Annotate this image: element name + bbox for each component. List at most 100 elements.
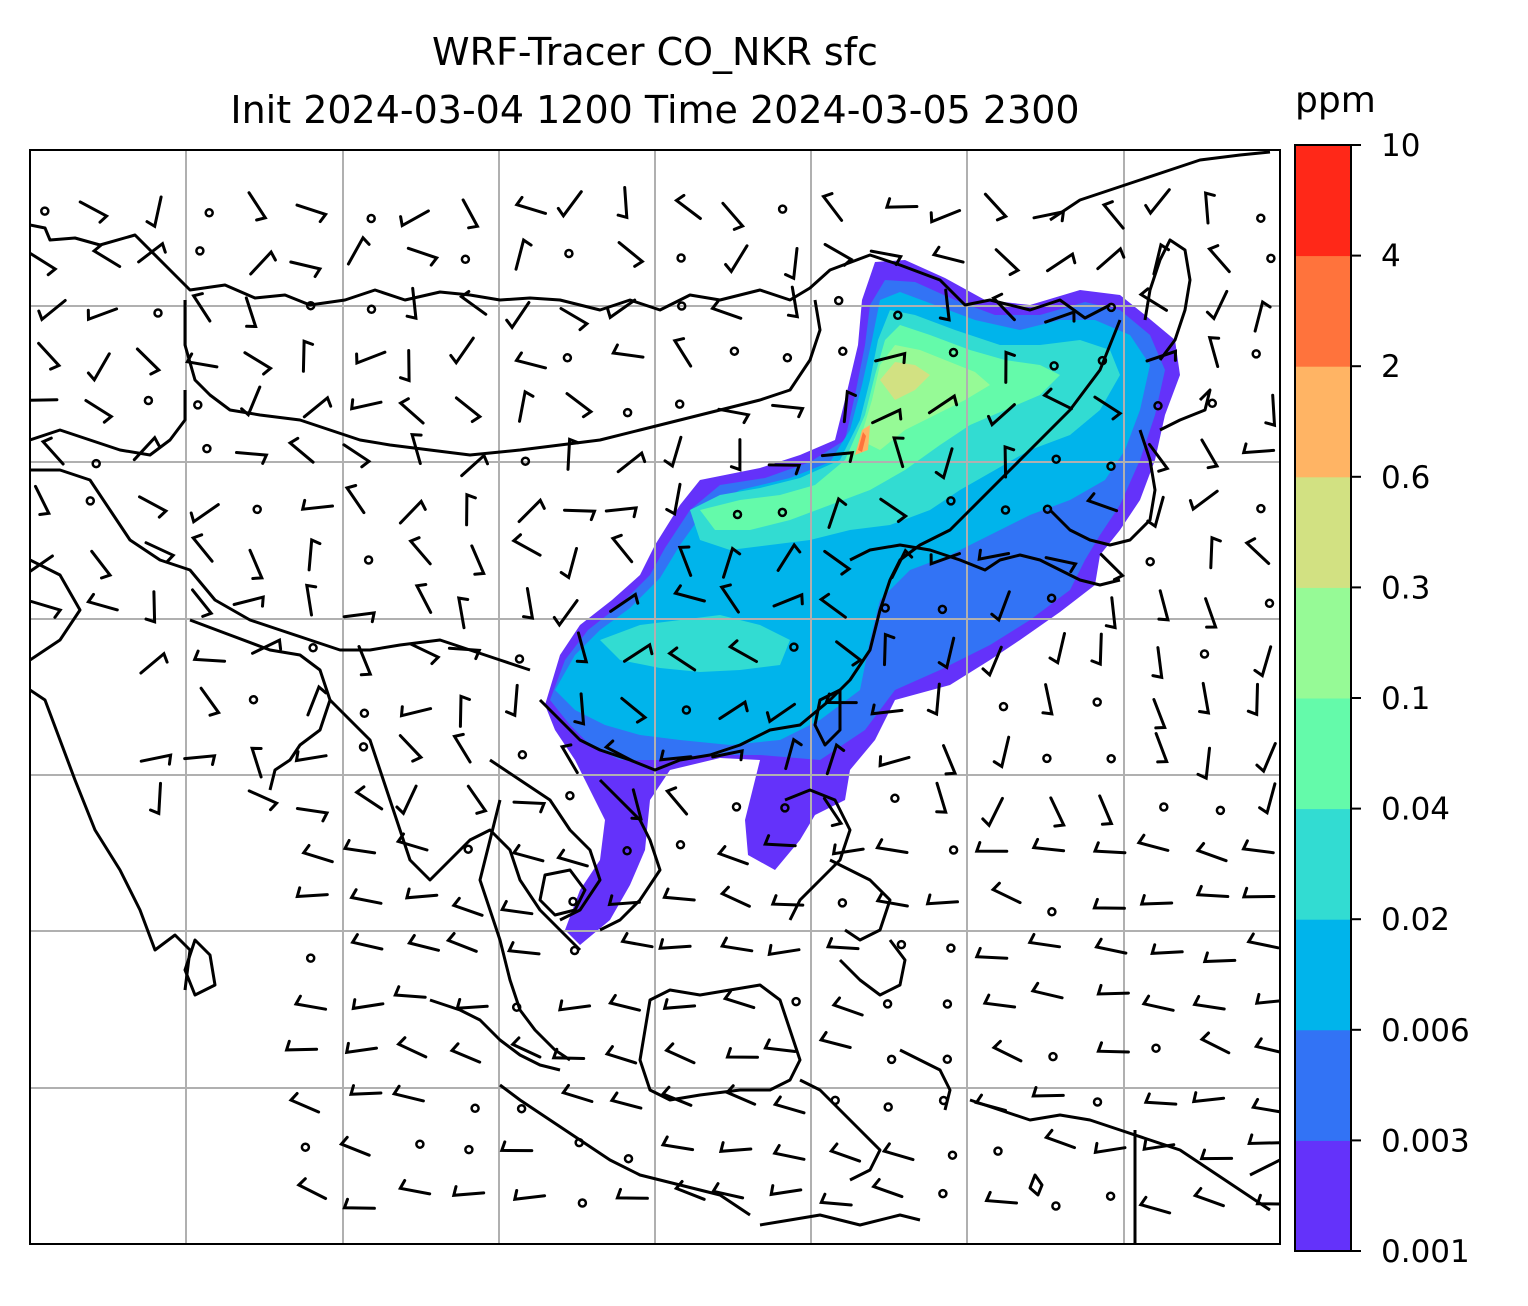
- wind-barb: [1093, 395, 1123, 421]
- wind-barb: [722, 989, 756, 1010]
- wind-barb: [673, 193, 702, 220]
- wind-barb: [449, 1042, 482, 1064]
- calm-wind-circle: [193, 400, 203, 410]
- wind-barb: [505, 301, 531, 330]
- wind-barb: [658, 938, 692, 950]
- calm-wind-circle: [1153, 401, 1163, 411]
- wind-barb: [518, 389, 535, 423]
- wind-barb: [727, 639, 758, 663]
- wind-barb: [145, 195, 163, 229]
- wind-barb: [609, 1091, 643, 1110]
- wind-barb: [149, 781, 162, 816]
- colorbar-tick-label: 10: [1381, 128, 1420, 164]
- wind-barb: [1244, 537, 1271, 565]
- wind-barb: [724, 244, 749, 274]
- wind-barb: [139, 651, 169, 675]
- wind-barb: [300, 498, 334, 511]
- wind-barb: [825, 937, 860, 951]
- wind-barb: [875, 891, 909, 908]
- calm-wind-circle: [777, 507, 788, 518]
- wind-barb: [610, 533, 634, 564]
- wind-barb: [295, 807, 330, 823]
- colorbar-swatch: [1295, 698, 1351, 810]
- calm-wind-circle: [789, 642, 799, 652]
- calm-wind-circle: [777, 204, 788, 214]
- wind-barb: [823, 242, 854, 267]
- wind-barb: [835, 640, 863, 667]
- wind-barb: [289, 260, 323, 278]
- calm-wind-circles: [40, 204, 1276, 1211]
- calm-wind-circle: [514, 654, 525, 664]
- wind-barb: [244, 296, 258, 329]
- wind-barb: [721, 201, 746, 231]
- wind-barb: [1146, 495, 1165, 529]
- calm-wind-circle: [464, 1144, 474, 1155]
- calm-wind-circle: [1251, 349, 1261, 359]
- wind-barb: [410, 432, 423, 465]
- wind-barb: [1247, 1133, 1280, 1146]
- calm-wind-circle: [1207, 398, 1218, 409]
- wind-barb: [510, 1036, 542, 1059]
- wind-barb: [871, 1178, 904, 1199]
- wind-barb: [1246, 932, 1280, 950]
- wind-barb: [890, 548, 914, 580]
- wind-barb: [307, 537, 322, 572]
- wind-barb: [405, 286, 418, 321]
- calm-wind-circle: [1042, 753, 1052, 764]
- calm-wind-circle: [676, 253, 686, 263]
- tracer-layer-0.3: [880, 362, 930, 400]
- wind-barb: [30, 251, 58, 277]
- calm-wind-circle: [308, 643, 318, 653]
- calm-wind-circle: [300, 1142, 311, 1152]
- calm-wind-circle: [942, 1054, 953, 1065]
- wind-barb: [769, 1184, 803, 1197]
- calm-wind-circle: [942, 999, 953, 1009]
- wind-barb: [294, 750, 328, 763]
- calm-wind-circle: [681, 705, 692, 715]
- wind-barb: [892, 436, 905, 469]
- wind-barb: [499, 900, 534, 916]
- calm-wind-circle: [153, 308, 163, 318]
- wind-barb: [30, 390, 59, 402]
- colorbar-swatch: [1295, 255, 1351, 367]
- wind-barb: [1138, 1195, 1172, 1215]
- wind-barb: [1098, 794, 1114, 826]
- wind-barb: [517, 497, 546, 524]
- wind-barb: [994, 248, 1021, 276]
- wind-barb: [974, 946, 1009, 960]
- calm-wind-circle: [676, 301, 687, 311]
- wind-barb: [1043, 1128, 1076, 1150]
- calm-wind-circle: [880, 603, 890, 613]
- calm-wind-circle: [85, 496, 96, 506]
- wind-barb: [827, 496, 848, 529]
- colorbar-ticks: 0.001 0.003 0.006 0.02 0.04 0.1 0.3 0.6 2 4 10: [1351, 128, 1470, 1270]
- calm-wind-circle: [791, 996, 801, 1007]
- wind-barb: [1150, 943, 1184, 956]
- wind-barb: [767, 463, 802, 476]
- calm-wind-circle: [896, 939, 907, 950]
- calm-wind-circle: [1097, 355, 1108, 366]
- wind-barb: [349, 398, 383, 411]
- wind-barb: [458, 694, 471, 728]
- calm-wind-circle: [1256, 213, 1266, 223]
- wind-barb: [991, 1039, 1023, 1063]
- wind-barb: [842, 389, 857, 424]
- wind-barb: [512, 800, 547, 814]
- wind-barb: [934, 447, 954, 481]
- coastlines-and-borders: [30, 150, 1280, 1244]
- calm-wind-circle: [1106, 302, 1117, 313]
- wind-barb: [304, 583, 318, 617]
- tracer-layer-2: [858, 432, 866, 452]
- wind-barb: [91, 243, 122, 268]
- wind-barb: [1041, 683, 1054, 716]
- colorbar-tick-label: 0.3: [1381, 570, 1430, 606]
- colorbar-swatch: [1295, 587, 1351, 699]
- wind-barb: [132, 435, 161, 462]
- wind-barb: [454, 396, 483, 423]
- calm-wind-circle: [938, 1188, 948, 1199]
- calm-wind-circle: [1042, 504, 1053, 514]
- wind-barb: [1090, 632, 1103, 667]
- wind-barb: [925, 893, 959, 906]
- colorbar-swatches: [1295, 145, 1351, 1252]
- wind-barb: [883, 632, 896, 667]
